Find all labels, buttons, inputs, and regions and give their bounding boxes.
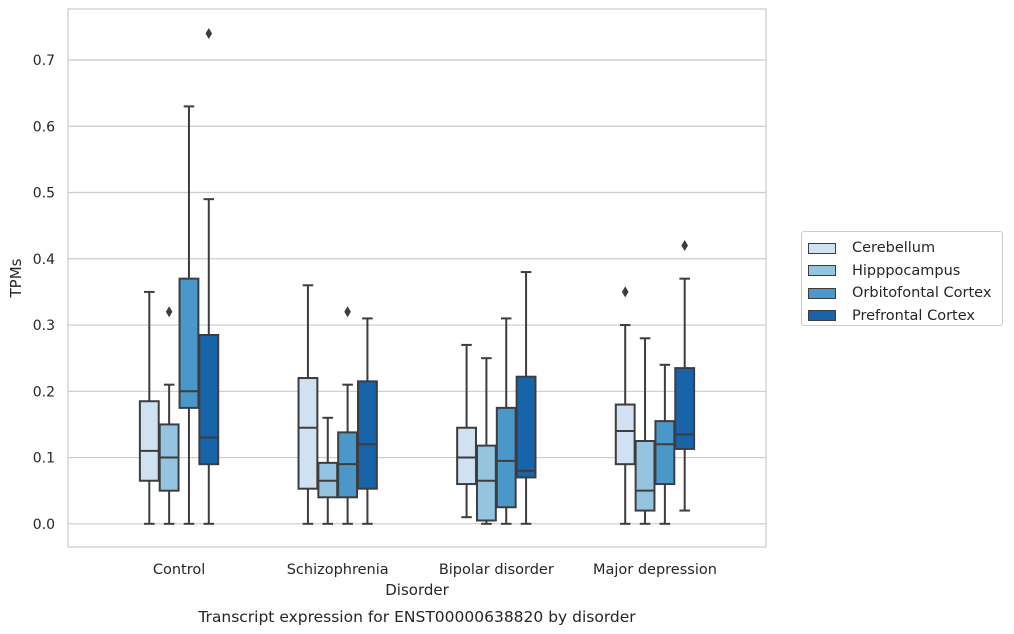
box-3-2 (515, 271, 537, 525)
outlier-marker (344, 306, 351, 318)
legend-label: Cerebellum (852, 240, 936, 257)
y-axis-label: TPMs (7, 258, 25, 298)
legend-label: Orbitofontal Cortex (852, 285, 992, 302)
y-tick-label: 0.3 (33, 318, 55, 334)
x-tick-label: Bipolar disorder (439, 562, 554, 578)
box-2-2 (495, 317, 517, 525)
box-0-0 (138, 290, 160, 525)
outlier-marker (165, 306, 173, 318)
box-body (614, 403, 636, 466)
box-body (674, 367, 696, 450)
boxes (138, 28, 696, 525)
box-3-3 (674, 240, 696, 512)
x-tick-label: Major depression (593, 562, 717, 578)
y-tick-label: 0.2 (33, 384, 55, 400)
box-2-1 (337, 306, 359, 525)
box-body (654, 420, 676, 486)
legend: Cerebellum Hipppocampus Orbitofontal Corte… (801, 231, 1003, 326)
plot-frame (67, 8, 767, 548)
box-1-1 (317, 416, 339, 525)
box-body (178, 277, 200, 409)
box-1-0 (158, 306, 180, 525)
box-body (456, 426, 477, 486)
legend-swatch (808, 287, 836, 299)
box-1-2 (475, 357, 497, 525)
box-body (515, 375, 537, 479)
legend-swatch (808, 265, 836, 277)
legend-item: Hipppocampus (808, 260, 1002, 283)
box-1-3 (634, 337, 656, 525)
chart-title: Transcript expression for ENST0000063882… (197, 608, 636, 626)
box-body (297, 377, 319, 490)
box-0-2 (456, 343, 477, 519)
y-tick-label: 0.6 (33, 119, 55, 135)
legend-label: Prefrontal Cortex (852, 307, 975, 324)
box-body (495, 406, 517, 509)
x-tick-label: Control (153, 562, 205, 578)
legend-swatch (808, 310, 836, 322)
box-2-3 (654, 363, 676, 525)
outlier-marker (681, 240, 688, 252)
legend-item: Prefrontal Cortex (808, 305, 1002, 328)
box-body (357, 380, 378, 490)
legend-swatch (808, 242, 836, 254)
legend-label: Hipppocampus (852, 262, 961, 279)
box-body (475, 444, 497, 522)
box-0-3 (614, 286, 636, 525)
box-3-0 (198, 28, 220, 525)
box-body (198, 333, 220, 466)
box-body (138, 400, 160, 482)
y-tick-label: 0.1 (33, 451, 55, 467)
y-tick-label: 0.7 (33, 53, 55, 69)
y-tick-label: 0.4 (33, 252, 55, 268)
box-3-1 (357, 317, 378, 525)
box-2-0 (178, 105, 200, 525)
tick-labels: 0.0 0.1 0.2 0.3 0.4 0.5 0.6 0.7 Control Schizophr… (33, 53, 717, 578)
box-0-1 (297, 284, 319, 525)
y-tick-label: 0.5 (33, 186, 55, 202)
outlier-marker (621, 286, 629, 298)
x-axis-label: Disorder (385, 581, 449, 599)
box-body (634, 439, 656, 512)
legend-item: Orbitofontal Cortex (808, 282, 1002, 305)
outlier-marker (205, 28, 213, 40)
y-tick-label: 0.0 (33, 517, 55, 533)
x-tick-label: Schizophrenia (287, 562, 389, 578)
legend-item: Cerebellum (808, 237, 1002, 260)
